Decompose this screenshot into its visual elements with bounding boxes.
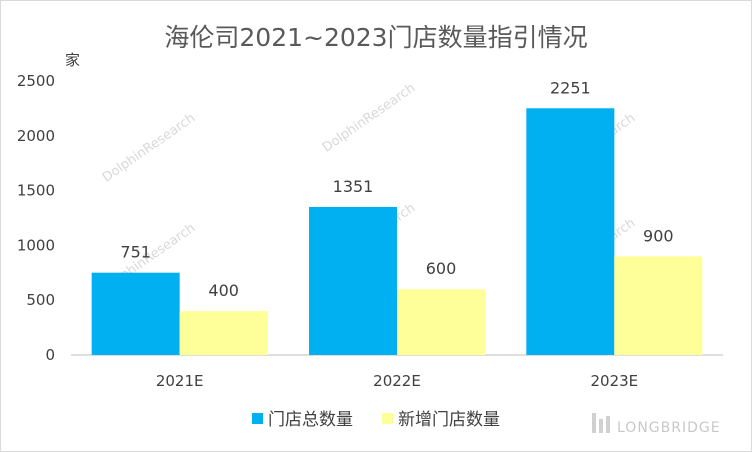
- data-label: 600: [426, 259, 457, 278]
- data-label: 751: [120, 243, 151, 262]
- brand-logo: LONGBRIDGE: [592, 413, 721, 436]
- bar: [397, 289, 485, 355]
- brand-text: LONGBRIDGE: [617, 420, 721, 436]
- y-tick-label: 2500: [17, 72, 55, 90]
- y-tick-label: 500: [26, 291, 55, 309]
- legend-swatch: [252, 413, 263, 424]
- x-tick-label: 2021E: [156, 372, 204, 390]
- brand-icon-bar-3: [606, 416, 610, 433]
- y-tick-label: 1000: [17, 236, 55, 254]
- legend-label: 新增门店数量: [398, 410, 500, 430]
- x-tick-label: 2022E: [373, 372, 421, 390]
- watermark-text: DolphinResearch: [320, 81, 418, 156]
- x-tick-label: 2023E: [591, 372, 639, 390]
- chart-title: 海伦司2021~2023门店数量指引情况: [164, 23, 587, 52]
- legend: 门店总数量 新增门店数量: [252, 410, 500, 430]
- legend-swatch: [382, 413, 393, 424]
- data-label: 400: [208, 281, 239, 300]
- x-axis-ticks: 2021E 2022E 2023E: [156, 372, 638, 390]
- y-tick-label: 1500: [17, 182, 55, 200]
- legend-label: 门店总数量: [268, 410, 353, 430]
- watermark-text: DolphinResearch: [100, 111, 198, 186]
- y-tick-label: 2000: [17, 127, 55, 145]
- bar: [614, 256, 703, 355]
- data-label: 900: [643, 226, 674, 245]
- data-label-layer: 751 400 1351 600 2251 900: [120, 78, 673, 300]
- bar: [526, 108, 615, 355]
- y-axis-ticks: 0 500 1000 1500 2000 2500: [17, 72, 55, 364]
- y-axis-label: 家: [65, 51, 80, 69]
- bar: [309, 206, 397, 355]
- bar-series-layer: [91, 108, 703, 355]
- y-tick-label: 0: [45, 346, 55, 364]
- data-label: 2251: [550, 78, 591, 97]
- bar: [91, 272, 180, 355]
- data-label: 1351: [333, 177, 374, 196]
- brand-icon-bar-2: [599, 419, 603, 433]
- brand-icon-bar-1: [592, 413, 596, 433]
- bar: [179, 311, 268, 355]
